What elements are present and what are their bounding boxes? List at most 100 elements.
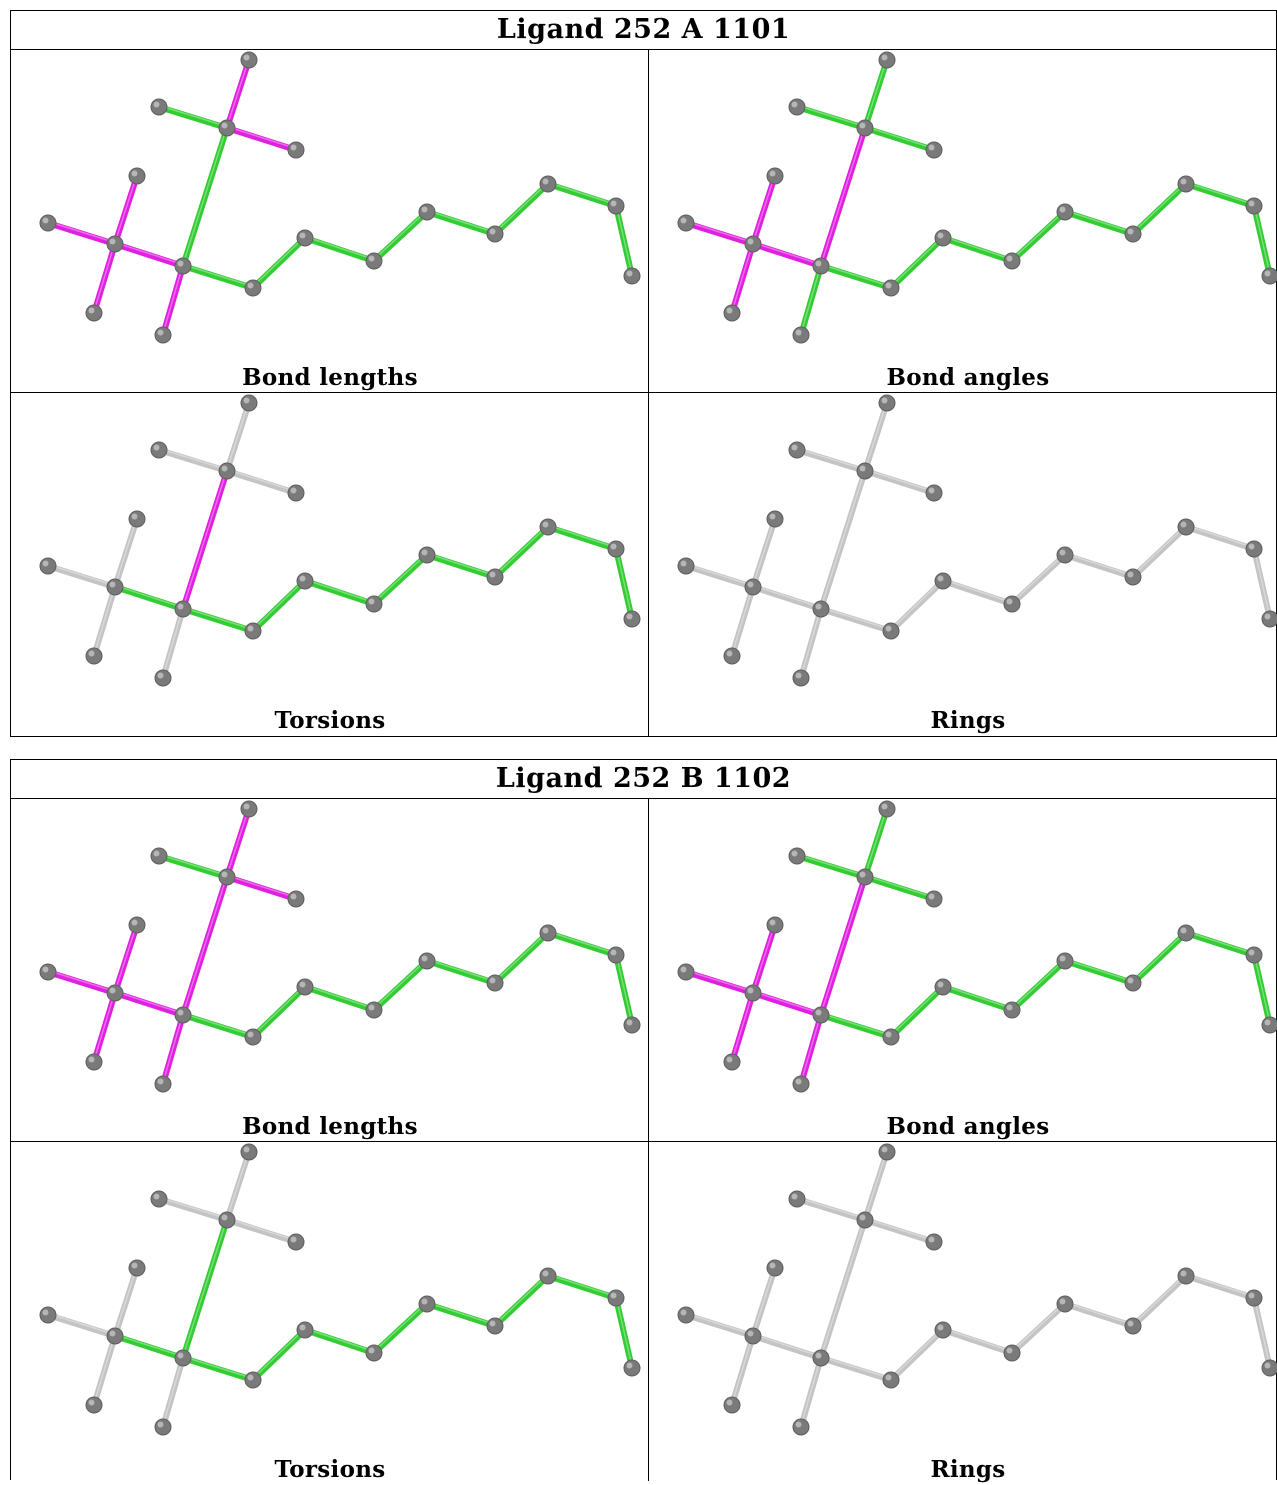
bond-highlight — [752, 923, 776, 992]
bond-highlight — [426, 552, 496, 577]
atom-highlight — [937, 1324, 944, 1331]
bond — [160, 1355, 186, 1430]
atom-highlight — [290, 144, 297, 151]
atom-highlight — [88, 1399, 95, 1406]
atom-highlight — [247, 282, 254, 289]
bond-highlight — [226, 874, 297, 899]
atom-highlight — [368, 1347, 375, 1354]
atom-highlight — [747, 581, 754, 588]
atom — [925, 1233, 943, 1251]
atom — [934, 572, 952, 590]
bond — [492, 1273, 551, 1329]
atom-highlight — [769, 513, 776, 520]
atom — [623, 610, 641, 628]
bond-highlight — [1185, 1273, 1255, 1298]
bond-highlight — [864, 1217, 935, 1242]
atom — [856, 1211, 874, 1229]
bond — [818, 263, 894, 291]
atom-highlight — [157, 1078, 164, 1085]
atom-highlight — [243, 803, 250, 810]
bond — [302, 578, 377, 607]
bond-highlight — [1253, 1296, 1271, 1367]
atom — [39, 557, 57, 575]
bond — [545, 181, 619, 209]
atom-highlight — [680, 966, 687, 973]
atom — [1124, 1317, 1142, 1335]
atom-highlight — [747, 238, 754, 245]
bond-highlight — [615, 547, 633, 618]
bond — [1183, 181, 1257, 209]
bond — [112, 516, 140, 590]
atom — [623, 1359, 641, 1377]
atom-highlight — [153, 101, 160, 108]
bond — [818, 1355, 894, 1383]
bond-highlight — [373, 552, 428, 604]
bond-highlight — [226, 1150, 250, 1219]
atom — [1003, 1001, 1021, 1019]
atom-highlight — [177, 1009, 184, 1016]
bond — [45, 563, 118, 590]
panel-bond-lengths: Bond lengths — [11, 50, 649, 393]
atom — [218, 119, 236, 137]
bond-highlight — [800, 607, 822, 677]
atom-highlight — [795, 1421, 802, 1428]
atom-highlight — [1006, 1347, 1013, 1354]
atom-highlight — [542, 927, 549, 934]
atom — [812, 257, 830, 275]
bond — [750, 1333, 824, 1361]
atom-highlight — [1264, 613, 1271, 620]
bond — [1062, 209, 1136, 237]
bond-highlight — [494, 930, 549, 983]
panel-caption: Rings — [930, 707, 1006, 734]
atom — [607, 946, 625, 964]
bond — [1130, 524, 1189, 580]
bond-highlight — [752, 517, 776, 586]
bond-highlight — [1011, 1301, 1066, 1353]
bond — [224, 1217, 299, 1245]
atom-highlight — [368, 1004, 375, 1011]
bond-highlight — [304, 1327, 375, 1353]
atom-highlight — [368, 255, 375, 262]
bond — [112, 584, 186, 612]
atom — [85, 647, 103, 665]
bond — [224, 806, 252, 880]
bond-highlight — [226, 468, 297, 493]
bond — [1130, 181, 1189, 237]
atom-highlight — [626, 1019, 633, 1026]
bond — [862, 1149, 890, 1223]
bond-highlight — [685, 563, 754, 587]
atom-highlight — [489, 228, 496, 235]
bond-highlight — [864, 401, 888, 470]
bond — [224, 874, 299, 902]
bond-highlight — [820, 263, 892, 288]
panel-caption: Bond lengths — [242, 364, 418, 391]
bond — [156, 1196, 230, 1223]
divider-horizontal — [11, 1141, 1277, 1142]
atom — [240, 1143, 258, 1161]
bond-highlight — [182, 1012, 254, 1037]
panel-bond-lengths: Bond lengths — [11, 799, 649, 1142]
atom — [240, 394, 258, 412]
atom-highlight — [1006, 1004, 1013, 1011]
panel-torsions: Torsions — [11, 1142, 649, 1485]
atom — [1177, 175, 1195, 193]
bond — [683, 220, 756, 247]
atom — [1003, 252, 1021, 270]
bond — [180, 263, 256, 291]
atom-highlight — [1006, 598, 1013, 605]
bond-highlight — [114, 517, 138, 586]
bond — [424, 209, 498, 237]
atom-highlight — [680, 217, 687, 224]
bond-highlight — [494, 181, 549, 234]
bond — [1009, 1301, 1068, 1356]
atom — [623, 267, 641, 285]
atom — [539, 924, 557, 942]
atom-highlight — [726, 307, 733, 314]
atom — [792, 1418, 810, 1436]
panel-caption: Torsions — [274, 707, 386, 734]
molecule-diagram — [677, 800, 1277, 1093]
bond-highlight — [796, 1196, 866, 1220]
atom — [218, 1211, 236, 1229]
bond — [224, 57, 252, 131]
atom-highlight — [1248, 200, 1255, 207]
